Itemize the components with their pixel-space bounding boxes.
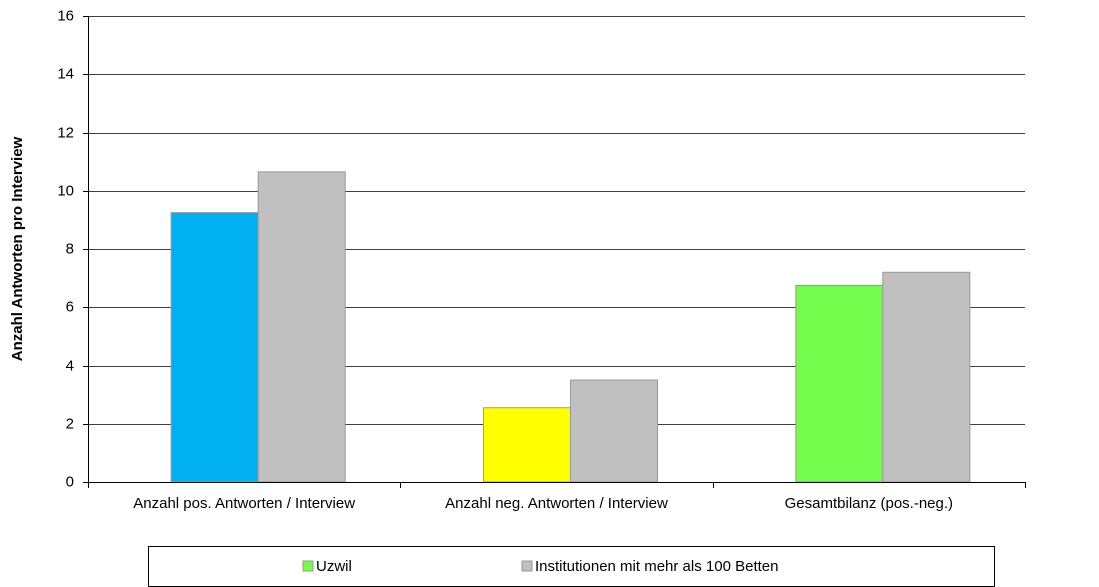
y-tick-label: 6 [66, 298, 74, 315]
bar [257, 171, 346, 483]
x-tick-label: Anzahl neg. Antworten / Interview [445, 495, 668, 512]
y-tick-label: 0 [66, 473, 74, 490]
y-tick-label: 10 [57, 182, 74, 199]
y-tick-label: 2 [66, 415, 74, 432]
legend-swatch [521, 560, 533, 572]
bar [795, 284, 884, 483]
y-axis-title: Anzahl Antworten pro Interview [9, 136, 26, 361]
y-tick-label: 4 [66, 357, 74, 374]
bar [570, 379, 658, 483]
x-tick-label: Anzahl pos. Antworten / Interview [133, 495, 355, 512]
y-tick-label: 14 [57, 65, 74, 82]
legend-box [148, 546, 995, 587]
legend-label: Institutionen mit mehr als 100 Betten [535, 558, 778, 575]
legend-swatch [302, 560, 314, 572]
legend-label: Uzwil [316, 558, 352, 575]
x-tick-label: Gesamtbilanz (pos.-neg.) [785, 495, 953, 512]
y-tick-label: 12 [57, 124, 74, 141]
bar [483, 407, 571, 483]
bar [170, 212, 259, 483]
y-tick-label: 8 [66, 240, 74, 257]
y-tick-label: 16 [57, 7, 74, 24]
bar [882, 271, 971, 483]
